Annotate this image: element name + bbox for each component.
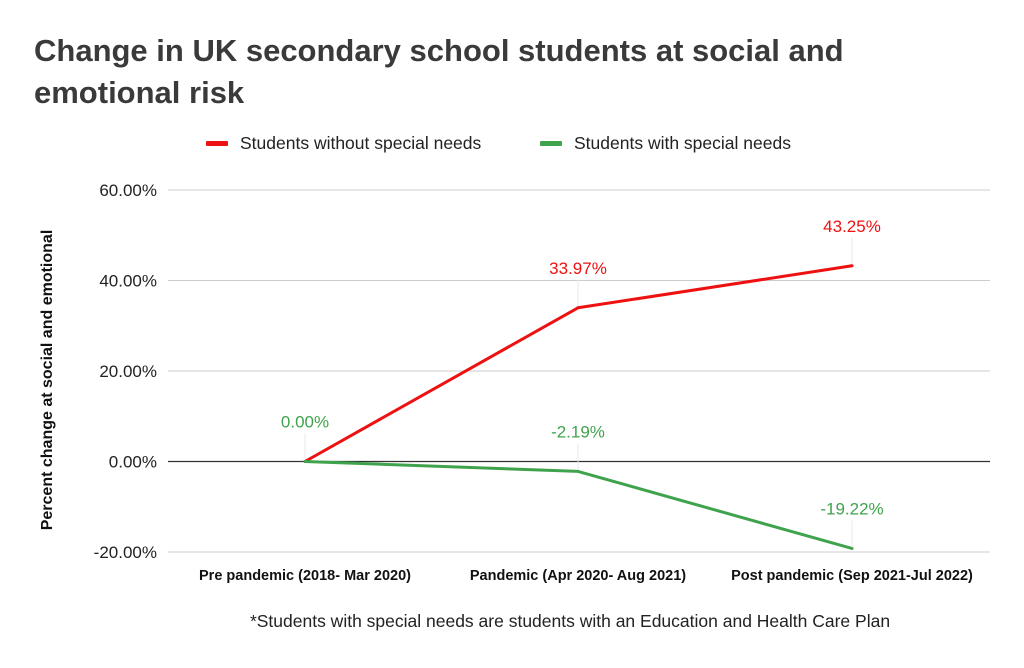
data-label: 43.25%: [823, 217, 881, 236]
data-label: -2.19%: [551, 422, 605, 441]
legend-item-with: Students with special needs: [540, 133, 791, 154]
data-label: -19.22%: [820, 499, 883, 518]
data-label: 0.00%: [281, 413, 329, 432]
data-point: [576, 469, 580, 473]
legend-swatch-with: [540, 141, 562, 146]
footnote: *Students with special needs are student…: [249, 611, 891, 631]
y-axis-label: Percent change at social and emotional: [39, 230, 56, 531]
y-tick-label: 40.00%: [99, 272, 157, 291]
y-tick-label: 60.00%: [99, 181, 157, 200]
y-tick-label: 0.00%: [109, 453, 157, 472]
data-point: [850, 264, 854, 268]
data-point: [850, 546, 854, 550]
x-tick-label: Pre pandemic (2018- Mar 2020): [199, 568, 411, 584]
x-tick-label: Pandemic (Apr 2020- Aug 2021): [470, 568, 686, 584]
data-point: [303, 460, 307, 463]
legend-label-with: Students with special needs: [574, 133, 791, 153]
data-point: [576, 306, 580, 310]
data-label: 33.97%: [549, 259, 607, 278]
legend-swatch-without: [206, 141, 228, 146]
y-tick-label: -20.00%: [94, 543, 157, 562]
y-tick-label: 20.00%: [99, 362, 157, 381]
series-line-1: [304, 460, 853, 550]
legend: Students without special needs Students …: [0, 133, 1024, 157]
legend-item-without: Students without special needs: [206, 133, 481, 154]
x-tick-label: Post pandemic (Sep 2021-Jul 2022): [731, 568, 973, 584]
chart-title: Change in UK secondary school students a…: [34, 33, 844, 110]
legend-label-without: Students without special needs: [240, 133, 482, 153]
